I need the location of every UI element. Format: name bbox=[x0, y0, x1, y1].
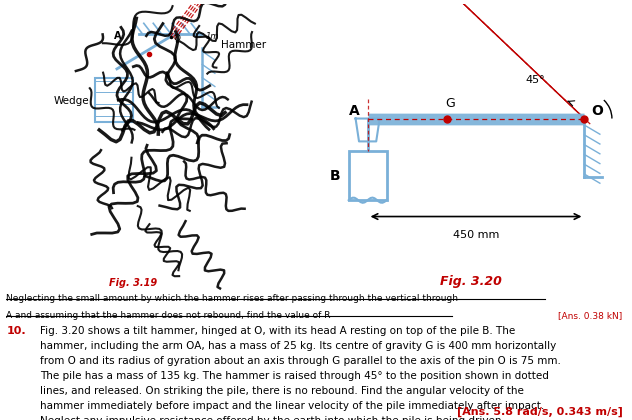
Text: G: G bbox=[445, 97, 455, 110]
Text: Wedge: Wedge bbox=[54, 96, 89, 106]
Text: Fig. 3.20 shows a tilt hammer, hinged at O, with its head A resting on top of th: Fig. 3.20 shows a tilt hammer, hinged at… bbox=[40, 326, 516, 336]
Text: [Ans. 5.8 rad/s, 0.343 m/s]: [Ans. 5.8 rad/s, 0.343 m/s] bbox=[457, 407, 623, 417]
Text: lines, and released. On striking the pile, there is no rebound. Find the angular: lines, and released. On striking the pil… bbox=[40, 386, 525, 396]
Text: 450 mm: 450 mm bbox=[453, 230, 499, 239]
Text: Neglect any impulsive resistance offered by the earth into which the pile is bei: Neglect any impulsive resistance offered… bbox=[40, 416, 505, 420]
Text: hammer immediately before impact and the linear velocity of the pile immediately: hammer immediately before impact and the… bbox=[40, 401, 545, 411]
Text: Fig. 3.19: Fig. 3.19 bbox=[109, 278, 157, 289]
Text: A and assuming that the hammer does not rebound, find the value of R: A and assuming that the hammer does not … bbox=[6, 311, 331, 320]
Text: 10.: 10. bbox=[6, 326, 26, 336]
Text: The pile has a mass of 135 kg. The hammer is raised through 45° to the position : The pile has a mass of 135 kg. The hamme… bbox=[40, 371, 549, 381]
Text: [Ans. 0.38 kN]: [Ans. 0.38 kN] bbox=[558, 311, 623, 320]
Text: from O and its radius of gyration about an axis through G parallel to the axis o: from O and its radius of gyration about … bbox=[40, 356, 561, 366]
Text: Fig. 3.20: Fig. 3.20 bbox=[440, 275, 502, 288]
Text: Neglecting the small amount by which the hammer rises after passing through the : Neglecting the small amount by which the… bbox=[6, 294, 458, 303]
Text: hammer, including the arm OA, has a mass of 25 kg. Its centre of gravity G is 40: hammer, including the arm OA, has a mass… bbox=[40, 341, 557, 351]
Text: 1m: 1m bbox=[205, 32, 219, 42]
Text: 45°: 45° bbox=[526, 75, 545, 84]
Text: O: O bbox=[174, 34, 181, 43]
Text: B: B bbox=[330, 169, 341, 183]
Text: O: O bbox=[592, 104, 603, 118]
Text: A: A bbox=[114, 32, 121, 42]
Text: Hammer: Hammer bbox=[221, 40, 266, 50]
Text: A: A bbox=[349, 104, 360, 118]
Bar bbox=[349, 151, 387, 200]
Bar bbox=[95, 78, 133, 122]
